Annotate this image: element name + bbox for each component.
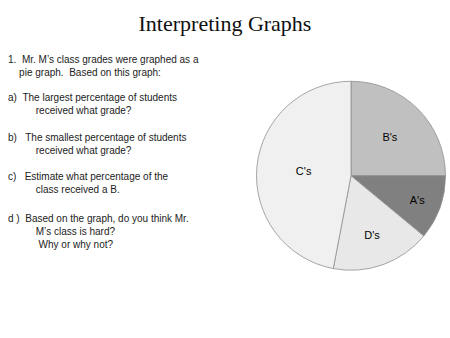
svg-text:b) The smallest percentage o: b) The smallest percentage of students r… <box>8 132 186 156</box>
svg-text:A's: A's <box>410 194 425 206</box>
svg-text:B's: B's <box>382 131 397 143</box>
svg-text:d ) Based on the graph, do yo: d ) Based on the graph, do you think Mr.… <box>8 213 189 250</box>
svg-text:Interpreting Graphs: Interpreting Graphs <box>139 11 312 36</box>
svg-text:C's: C's <box>296 165 312 177</box>
svg-text:a) The largest percentage of: a) The largest percentage of students re… <box>8 92 177 116</box>
svg-text:c) Estimate what percentage: c) Estimate what percentage of the class… <box>8 171 169 195</box>
svg-text:D's: D's <box>364 229 380 241</box>
svg-text:1. Mr. M’s class grades were: 1. Mr. M’s class grades were graphed as … <box>8 54 199 78</box>
